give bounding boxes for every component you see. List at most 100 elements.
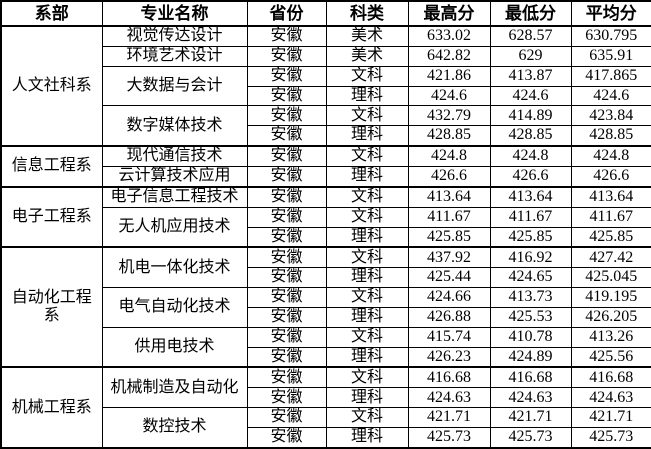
table-row: 安徽 理科 426.23 424.89 425.56 (1, 346, 651, 369)
min-score-cell: 410.78 (489, 326, 572, 348)
major-cell: 电气自动化技术 (101, 287, 248, 328)
min-score-cell: 424.8 (489, 145, 572, 167)
category-cell: 理科 (325, 165, 409, 188)
province-cell: 安徽 (246, 366, 327, 389)
table-body: 人文社科系 视觉传达设计 安徽 美术 633.02 628.57 630.795 环境艺术设计… (0, 25, 651, 449)
avg-score-cell: 428.85 (570, 125, 651, 148)
province-cell: 安徽 (246, 105, 327, 127)
max-score-cell: 411.67 (407, 206, 491, 228)
max-score-cell: 425.44 (407, 267, 491, 289)
table-row: 电子工程系 电子信息工程技术 安徽 文科 413.64 413.64 413.64 (0, 186, 651, 249)
max-score-cell: 424.8 (407, 145, 491, 167)
avg-score-cell: 423.84 (570, 105, 651, 127)
min-score-cell: 424.65 (489, 267, 572, 289)
max-score-cell: 426.23 (407, 346, 491, 369)
table-row: 机械工程系 机械制造及自动化 安徽 文科 416.68 416.68 416.68 (0, 366, 651, 449)
column-header-category: 科类 (325, 0, 409, 27)
category-cell: 理科 (325, 306, 409, 328)
table-row: 大数据与会计 安徽 文科 421.86 413.87 417.865 (1, 65, 651, 107)
table-row: 供用电技术 安徽 文科 415.74 410.78 413.26 (1, 326, 651, 369)
province-cell: 安徽 (246, 206, 327, 228)
province-cell: 安徽 (246, 346, 327, 369)
max-score-cell: 421.71 (407, 407, 491, 429)
min-score-cell: 425.73 (489, 427, 572, 449)
category-cell: 理科 (325, 387, 409, 409)
category-cell: 文科 (325, 287, 409, 308)
max-score-cell: 428.85 (407, 125, 491, 148)
major-cell: 机电一体化技术 (101, 246, 248, 289)
avg-score-cell: 421.71 (570, 407, 651, 429)
max-score-cell: 437.92 (407, 246, 491, 269)
category-cell: 理科 (325, 226, 409, 249)
category-cell: 美术 (325, 25, 409, 47)
table-row: 信息工程系 现代通信技术 安徽 文科 424.8 424.8 424.8 (0, 145, 651, 188)
avg-score-cell: 425.045 (570, 267, 651, 289)
category-cell: 文科 (325, 246, 409, 269)
department-cell: 信息工程系 (0, 145, 103, 188)
min-score-cell: 411.67 (489, 206, 572, 228)
category-cell: 文科 (325, 145, 409, 167)
avg-score-cell: 424.8 (570, 145, 651, 167)
min-score-cell: 416.68 (489, 366, 572, 389)
table-row: 安徽 理科 424.63 424.63 424.63 (1, 387, 651, 409)
province-cell: 安徽 (246, 306, 327, 328)
avg-score-cell: 413.64 (570, 186, 651, 208)
column-header-max-score: 最高分 (407, 0, 491, 27)
min-score-cell: 413.64 (489, 186, 572, 208)
major-cell: 环境艺术设计 (101, 45, 248, 67)
major-cell: 无人机应用技术 (101, 206, 248, 249)
province-cell: 安徽 (246, 407, 327, 429)
column-header-major: 专业名称 (101, 0, 248, 27)
category-cell: 文科 (325, 326, 409, 348)
avg-score-cell: 416.68 (570, 366, 651, 389)
avg-score-cell: 425.85 (570, 226, 651, 249)
table-row: 人文社科系 视觉传达设计 安徽 美术 633.02 628.57 630.795 (0, 25, 651, 148)
major-cell: 数控技术 (101, 407, 248, 449)
min-score-cell: 424.63 (489, 387, 572, 409)
category-cell: 文科 (325, 407, 409, 429)
max-score-cell: 415.74 (407, 326, 491, 348)
avg-score-cell: 411.67 (570, 206, 651, 228)
min-score-cell: 424.6 (489, 85, 572, 107)
province-cell: 安徽 (246, 387, 327, 409)
category-cell: 美术 (325, 45, 409, 67)
min-score-cell: 425.53 (489, 306, 572, 328)
department-cell: 电子工程系 (0, 186, 103, 249)
max-score-cell: 416.68 (407, 366, 491, 389)
table-row: 环境艺术设计 安徽 美术 642.82 629 635.91 (1, 45, 651, 67)
category-cell: 理科 (325, 346, 409, 369)
max-score-cell: 425.85 (407, 226, 491, 249)
category-cell: 理科 (325, 427, 409, 449)
table-row: 安徽 理科 425.85 425.85 425.85 (1, 226, 651, 249)
category-cell: 文科 (325, 65, 409, 87)
table-row: 数字媒体技术 安徽 文科 432.79 414.89 423.84 (1, 105, 651, 148)
avg-score-cell: 417.865 (570, 65, 651, 87)
column-header-province: 省份 (246, 0, 327, 27)
avg-score-cell: 413.26 (570, 326, 651, 348)
province-cell: 安徽 (246, 427, 327, 449)
table-row: 安徽 理科 424.6 424.6 424.6 (1, 85, 651, 107)
category-cell: 理科 (325, 85, 409, 107)
avg-score-cell: 425.56 (570, 346, 651, 369)
province-cell: 安徽 (246, 125, 327, 148)
column-header-department: 系部 (0, 0, 103, 27)
province-cell: 安徽 (246, 186, 327, 208)
avg-score-cell: 426.205 (570, 306, 651, 328)
category-cell: 理科 (325, 125, 409, 148)
major-cell: 机械制造及自动化 (101, 366, 248, 409)
avg-score-cell: 424.6 (570, 85, 651, 107)
min-score-cell: 413.87 (489, 65, 572, 87)
max-score-cell: 426.6 (407, 165, 491, 188)
province-cell: 安徽 (246, 85, 327, 107)
max-score-cell: 413.64 (407, 186, 491, 208)
province-cell: 安徽 (246, 45, 327, 67)
major-cell: 现代通信技术 (101, 145, 248, 167)
min-score-cell: 628.57 (489, 25, 572, 47)
major-cell: 电子信息工程技术 (101, 186, 248, 208)
column-header-min-score: 最低分 (489, 0, 572, 27)
avg-score-cell: 427.42 (570, 246, 651, 269)
major-cell: 供用电技术 (101, 326, 248, 369)
province-cell: 安徽 (246, 287, 327, 308)
min-score-cell: 414.89 (489, 105, 572, 127)
